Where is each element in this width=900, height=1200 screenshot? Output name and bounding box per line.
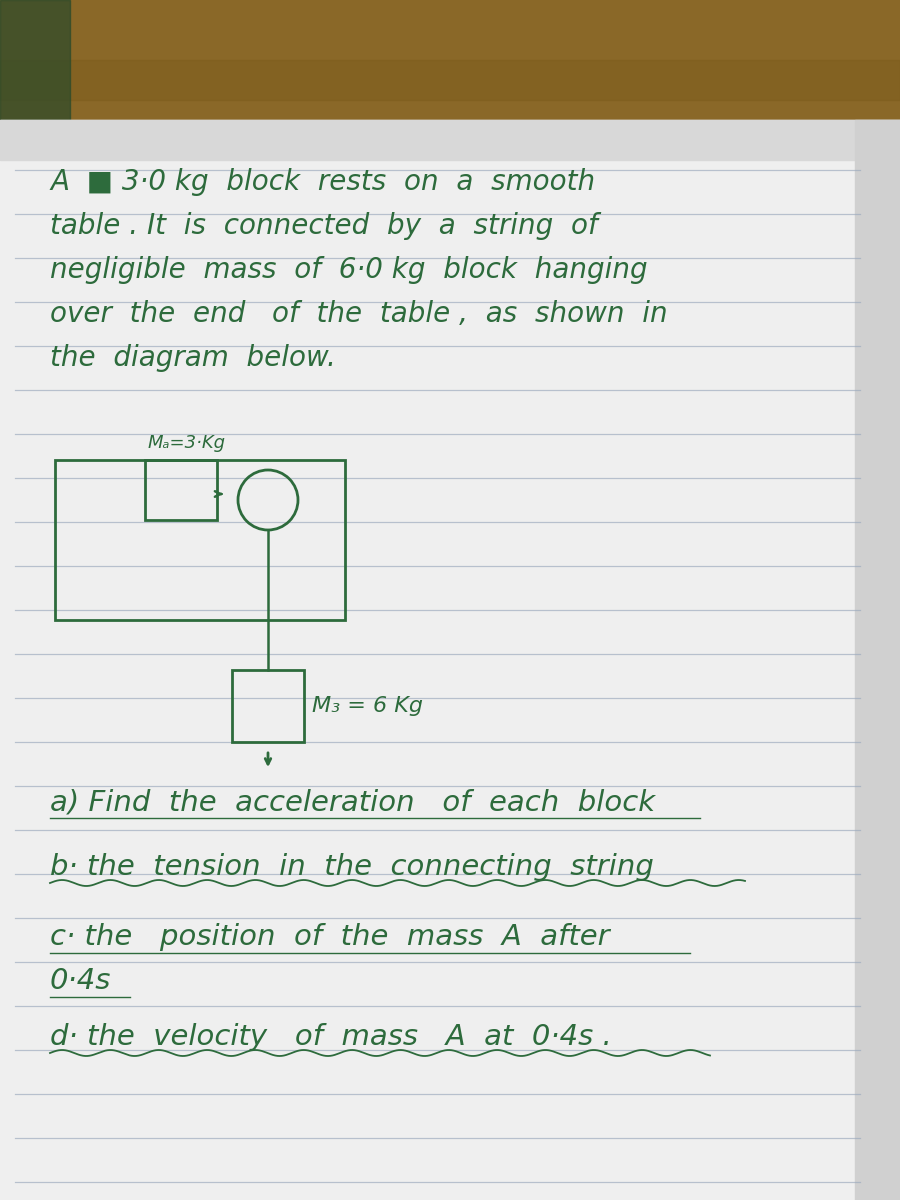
Text: 0·4s: 0·4s (50, 967, 112, 995)
Bar (0, 0, 70, 120)
Text: Mₐ=3·Kg: Mₐ=3·Kg (148, 434, 226, 452)
Text: c· the   position  of  the  mass  A  after: c· the position of the mass A after (50, 923, 609, 950)
Text: negligible  mass  of  6·0 kg  block  hanging: negligible mass of 6·0 kg block hanging (50, 256, 648, 284)
Text: A  ■ 3·0 kg  block  rests  on  a  smooth: A ■ 3·0 kg block rests on a smooth (50, 168, 595, 196)
Text: b· the  tension  in  the  connecting  string: b· the tension in the connecting string (50, 853, 654, 881)
Bar (55, 460, 345, 620)
Text: a) Find  the  acceleration   of  each  block: a) Find the acceleration of each block (50, 788, 655, 816)
Bar (0, 60, 900, 100)
Bar (232, 670, 304, 742)
Text: the  diagram  below.: the diagram below. (50, 344, 336, 372)
Text: over  the  end   of  the  table ,  as  shown  in: over the end of the table , as shown in (50, 300, 668, 328)
Text: d· the  velocity   of  mass   A  at  0·4s .: d· the velocity of mass A at 0·4s . (50, 1022, 612, 1051)
Bar (0, 120, 900, 160)
Text: M₃ = 6 Kg: M₃ = 6 Kg (312, 696, 423, 716)
Bar (0, 0, 900, 140)
Bar (855, 120, 900, 1200)
Text: table . It  is  connected  by  a  string  of: table . It is connected by a string of (50, 212, 598, 240)
Bar (145, 460, 217, 520)
